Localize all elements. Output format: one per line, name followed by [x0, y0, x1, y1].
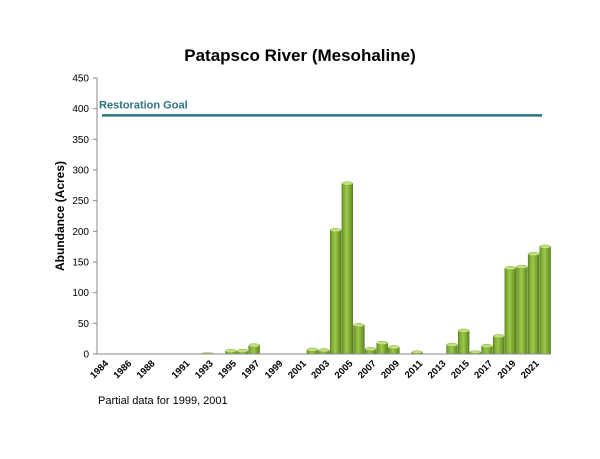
bar: [527, 253, 540, 355]
x-tick-label: 2007: [356, 358, 379, 381]
footnote: Partial data for 1999, 2001: [98, 395, 228, 407]
x-tick-label: 1988: [135, 358, 158, 381]
x-tick-label: 2017: [472, 358, 495, 381]
x-tick-label: 2001: [286, 358, 309, 381]
bar-2009: [388, 345, 400, 355]
x-tick-label: 1991: [170, 358, 193, 381]
bar-1996: [236, 348, 249, 355]
y-tick-label: 400: [72, 104, 89, 115]
x-tick-label: 2019: [496, 358, 519, 381]
bar-top: [376, 340, 388, 345]
bar-2006: [353, 323, 365, 355]
y-tick-label: 250: [72, 196, 89, 207]
x-tick-label: 2015: [449, 358, 472, 381]
bar-2008: [376, 340, 388, 355]
x-tick-label: 2003: [309, 358, 332, 381]
bar-top: [318, 348, 330, 353]
bar: [492, 335, 505, 355]
x-tick-label: 1984: [88, 358, 111, 381]
y-tick-label: 200: [72, 227, 89, 238]
x-axis: 1984 1986 1988 1991 1993 1995 1997 1999 2001 2003…: [88, 353, 551, 381]
goal-label: Restoration Goal: [99, 99, 188, 111]
y-tick-label: 450: [72, 74, 89, 85]
bar-2020: [516, 264, 528, 355]
y-axis: 0 50 100 150 200 250 300 350 400 450: [72, 74, 98, 361]
bar-top: [236, 348, 249, 353]
bar-2018: [492, 334, 505, 355]
x-tick-label: 2013: [426, 358, 449, 381]
x-tick-label: 2005: [333, 358, 356, 381]
bar-2022: [539, 244, 551, 355]
bar-2017: [481, 344, 493, 355]
bar: [504, 267, 516, 355]
bars: [201, 181, 551, 355]
y-tick-label: 0: [83, 350, 89, 361]
bar-1995: [225, 348, 237, 355]
bar-top: [225, 348, 237, 353]
restoration-goal: Restoration Goal: [99, 99, 542, 117]
bar: [341, 183, 353, 355]
y-axis-label: Abundance (Acres): [53, 161, 67, 271]
bar-top: [539, 244, 551, 249]
bar-top: [527, 252, 540, 257]
bar: [516, 266, 528, 355]
bar-2016: [469, 350, 481, 355]
x-tick-label: 1993: [193, 358, 216, 381]
bar-top: [493, 334, 505, 339]
x-tick-label: 1995: [216, 358, 239, 381]
x-tick-label: 2009: [379, 358, 402, 381]
chart-title: Patapsco River (Mesohaline): [184, 46, 416, 65]
bar-top: [248, 343, 260, 348]
bar-2003: [318, 348, 330, 355]
y-tick-label: 50: [78, 319, 90, 330]
bar: [329, 229, 342, 355]
bar-2005: [341, 181, 353, 355]
y-tick-label: 100: [72, 288, 89, 299]
bar: [539, 246, 551, 355]
bar-top: [516, 264, 528, 269]
bar-2021: [527, 252, 540, 355]
bar-top: [330, 228, 342, 233]
x-tick-label: 2011: [403, 358, 426, 381]
x-tick-label: 1986: [111, 358, 134, 381]
bar-2004: [329, 228, 342, 355]
bar-2019: [504, 266, 516, 355]
bar-2014: [446, 342, 458, 355]
bar-top: [458, 328, 470, 333]
bar-top: [306, 347, 318, 352]
bar-top: [388, 345, 400, 350]
bar-top: [353, 323, 365, 328]
bar-top: [469, 350, 481, 354]
y-tick-label: 350: [72, 135, 89, 146]
bar-top: [481, 344, 493, 349]
bar: [353, 324, 365, 355]
bar-top: [504, 266, 516, 271]
y-tick-label: 150: [72, 258, 89, 269]
bar: [458, 330, 470, 355]
bar-top: [365, 347, 377, 352]
bar-2002: [306, 347, 319, 355]
bar-top: [446, 342, 458, 347]
bar-1997: [248, 343, 260, 355]
x-tick-label: 1997: [240, 358, 263, 381]
x-tick-label: 1999: [263, 358, 286, 381]
x-tick-label: 2021: [519, 358, 542, 381]
bar-top: [341, 181, 353, 186]
bar-2015: [458, 328, 470, 355]
y-tick-label: 300: [72, 166, 89, 177]
bar-top: [411, 350, 423, 354]
bar-2007: [364, 347, 377, 355]
